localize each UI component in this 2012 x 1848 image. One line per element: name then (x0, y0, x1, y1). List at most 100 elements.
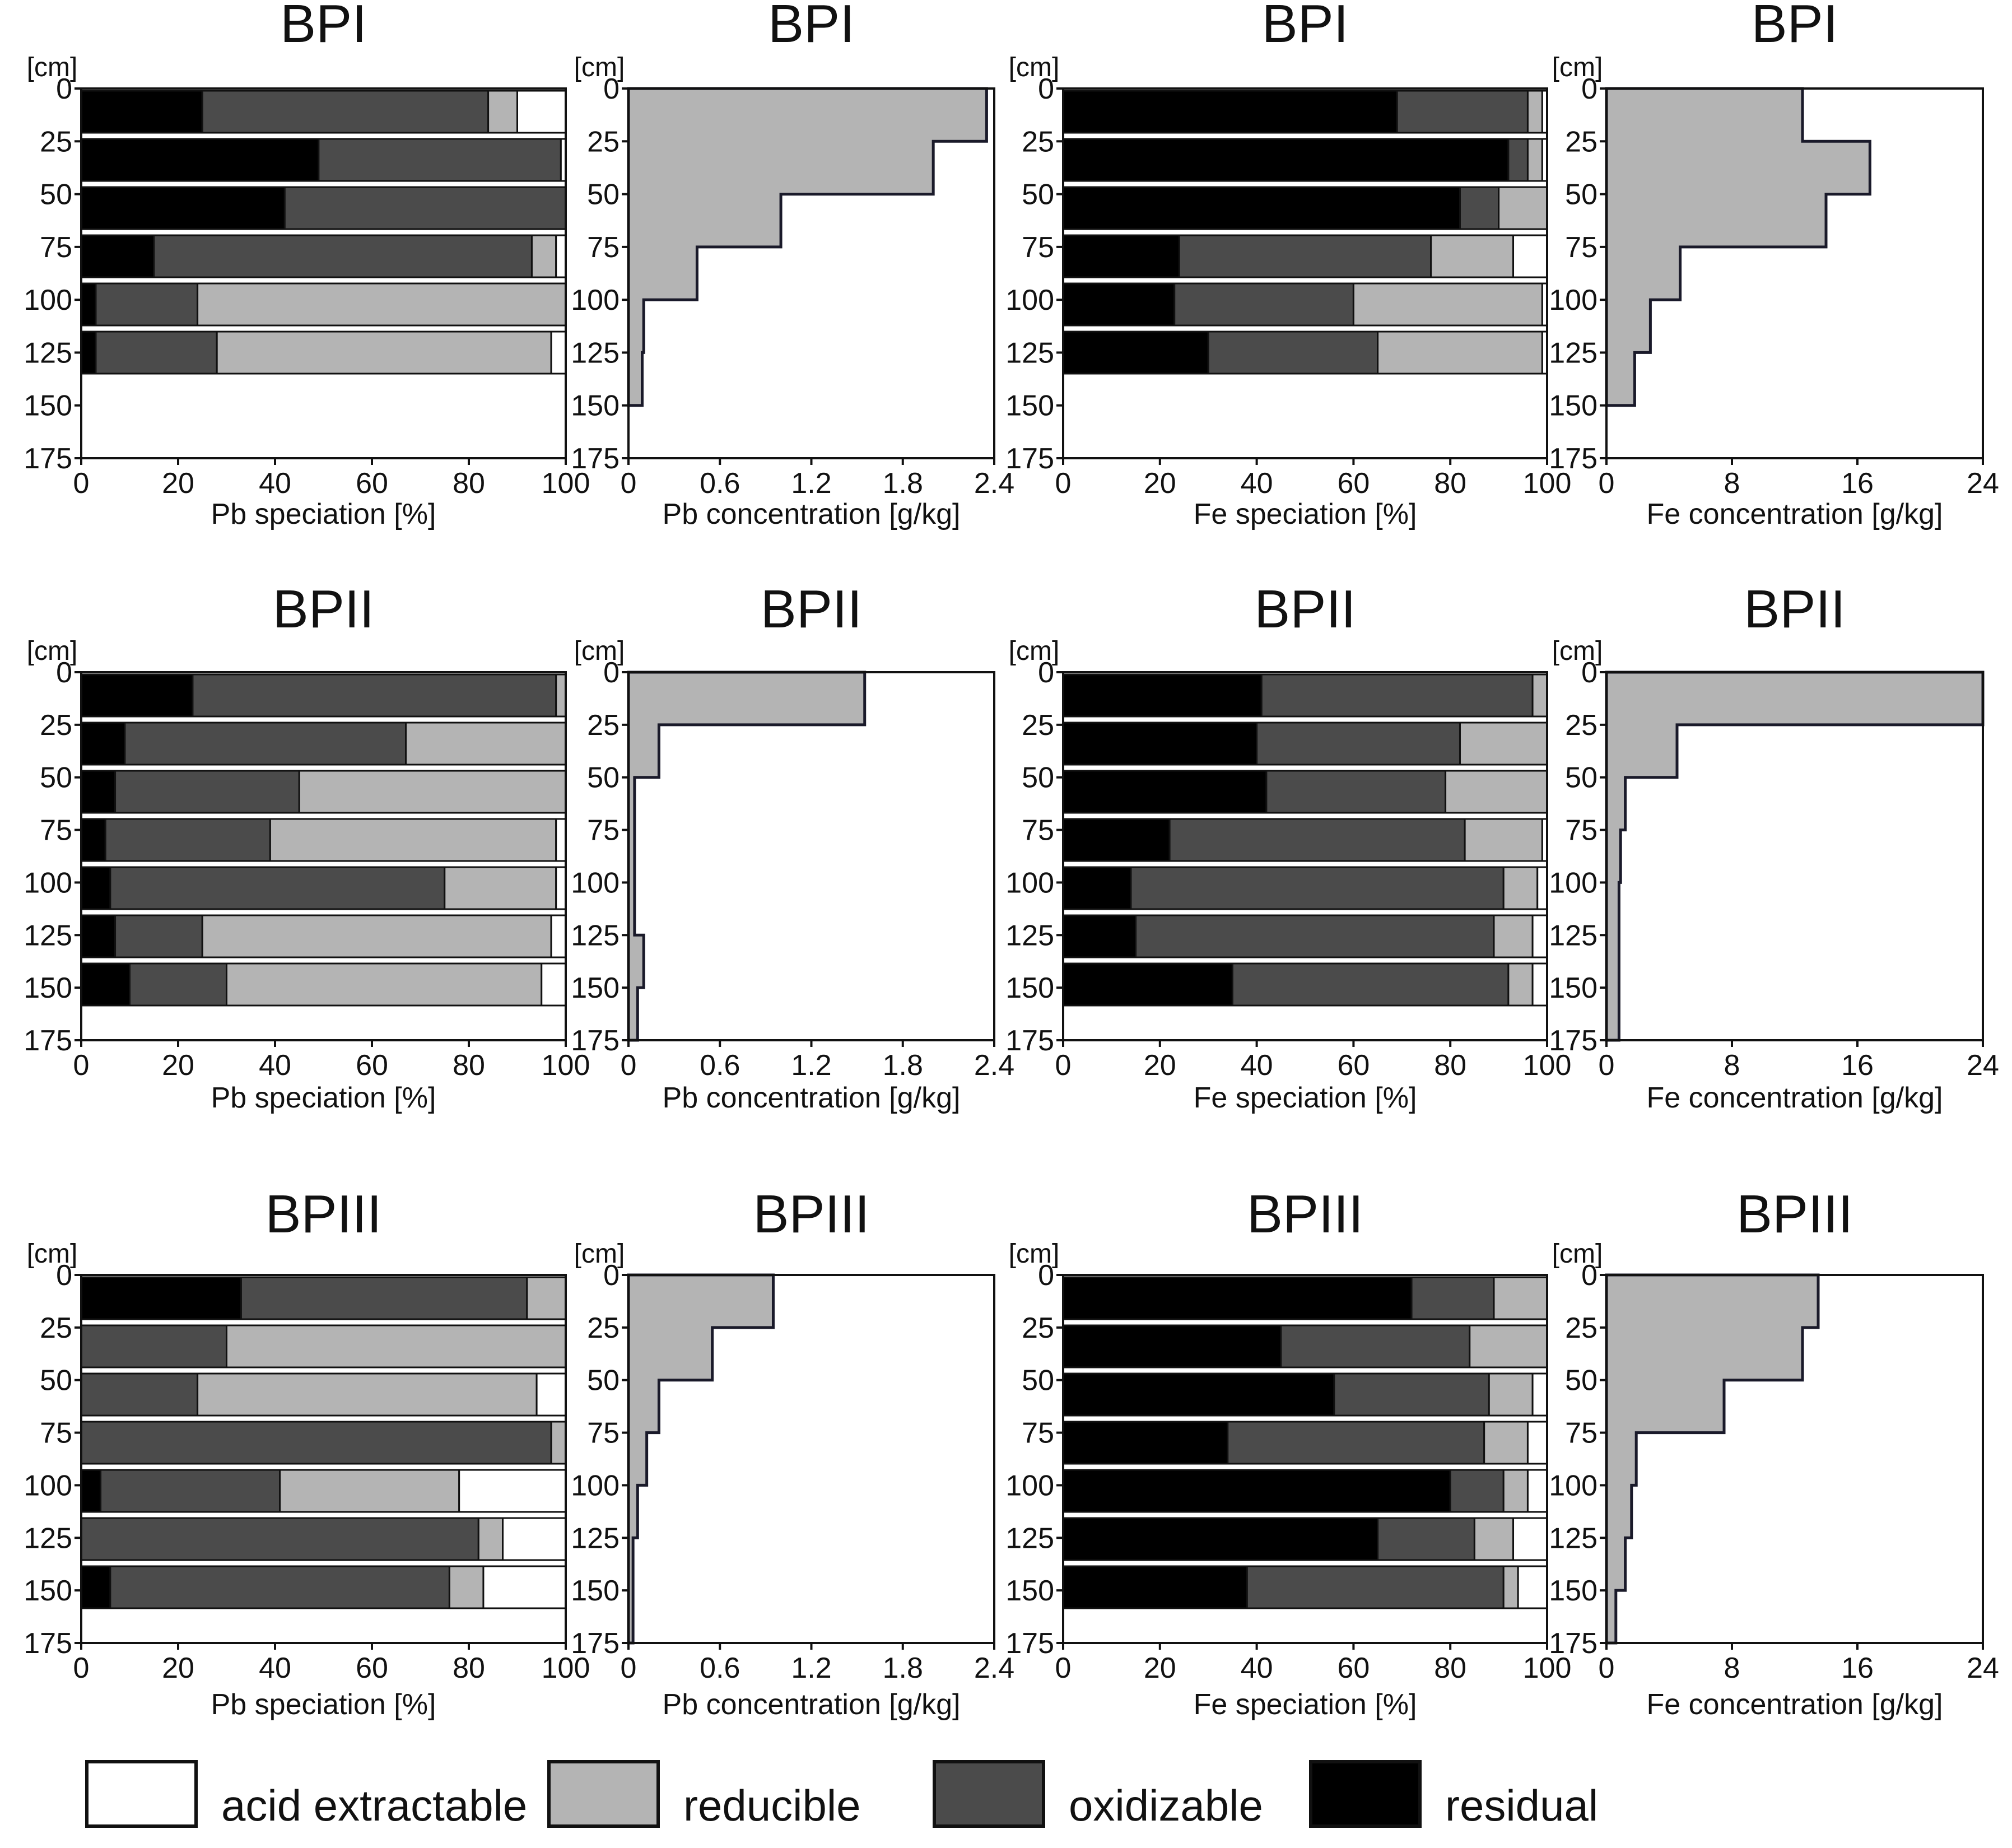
x-tick-label: 0 (1599, 1049, 1615, 1082)
bar-segment (269, 818, 557, 862)
x-tick-label: 100 (1523, 1652, 1572, 1684)
bar-segment (80, 234, 155, 278)
y-tick-label: 175 (24, 1627, 72, 1660)
y-tick-label: 0 (1038, 657, 1054, 689)
y-tick-label: 150 (24, 1575, 72, 1607)
y-tick-label: 150 (1005, 390, 1054, 422)
y-tick-label: 0 (603, 657, 620, 689)
x-tick-label: 2.4 (974, 1652, 1014, 1684)
y-tick-label: 100 (1549, 867, 1598, 899)
bar-segment (197, 1372, 538, 1417)
bar-segment (1507, 138, 1529, 182)
y-unit-label: [cm] (1009, 1239, 1060, 1269)
bar-segment (482, 1565, 567, 1609)
y-tick-label: 125 (24, 337, 72, 369)
y-tick-label: 0 (1581, 657, 1598, 689)
x-axis-label: Fe speciation [%] (1194, 1082, 1417, 1114)
y-tick-label: 50 (1022, 1365, 1054, 1397)
bar-segment (1352, 282, 1543, 327)
bar-segment (80, 770, 117, 814)
x-tick-label: 24 (1967, 1652, 1999, 1684)
y-unit-label: [cm] (1552, 53, 1603, 82)
bar-segment (201, 90, 490, 134)
bar-segment (80, 186, 286, 230)
y-tick-label: 25 (1022, 1312, 1054, 1344)
x-tick-label: 0 (1599, 467, 1615, 500)
y-tick-label: 25 (40, 1312, 72, 1344)
y-tick-label: 175 (571, 1627, 620, 1660)
x-tick-label: 20 (162, 1049, 194, 1082)
legend-item-red: reducible (547, 1760, 861, 1830)
y-tick-label: 75 (1565, 231, 1598, 264)
concentration-profile (1605, 1273, 1820, 1645)
bar-segment (1227, 1421, 1485, 1465)
bar-segment (1502, 866, 1539, 910)
bar-segment (226, 962, 543, 1007)
x-tick-label: 16 (1841, 1049, 1874, 1082)
y-unit-label: [cm] (574, 636, 625, 666)
x-axis-label: Fe speciation [%] (1194, 1688, 1417, 1721)
y-tick-label: 25 (40, 125, 72, 158)
y-unit-label: [cm] (574, 1239, 625, 1269)
bar-segment (526, 1276, 567, 1320)
bar-segment (1493, 1276, 1548, 1320)
axes-frame (1605, 1274, 1984, 1644)
axes-frame (627, 671, 995, 1041)
bar-segment (1173, 282, 1354, 327)
bar-segment (80, 1517, 479, 1561)
bar-segment (516, 90, 567, 134)
x-tick-label: 0.6 (700, 467, 740, 500)
x-tick-label: 60 (356, 1652, 388, 1684)
y-tick-label: 75 (1022, 231, 1054, 264)
bar-segment (1280, 1324, 1471, 1368)
bar-segment (80, 1565, 111, 1609)
y-tick-label: 125 (24, 919, 72, 952)
y-tick-label: 50 (1565, 1365, 1598, 1397)
y-tick-label: 175 (24, 443, 72, 475)
chart-title: BPII (1744, 579, 1845, 639)
y-tick-label: 150 (24, 390, 72, 422)
bar-segment (1459, 721, 1548, 766)
bar-segment (153, 234, 533, 278)
y-tick-label: 100 (24, 1469, 72, 1502)
x-tick-label: 100 (542, 467, 590, 500)
bar-segment (477, 1517, 504, 1561)
x-tick-label: 24 (1967, 1049, 1999, 1082)
bar-segment (1502, 1469, 1529, 1513)
bar-segment (530, 234, 557, 278)
legend-label: residual (1445, 1781, 1598, 1830)
bar-segment (1396, 90, 1529, 134)
bar-segment (95, 282, 199, 327)
y-tick-label: 0 (56, 1259, 72, 1292)
y-tick-label: 175 (571, 443, 620, 475)
bar-segment (1062, 331, 1209, 375)
y-tick-label: 0 (1581, 73, 1598, 105)
y-unit-label: [cm] (574, 53, 625, 82)
bar-segment (80, 866, 111, 910)
bar-segment (1168, 818, 1466, 862)
y-tick-label: 50 (587, 1365, 620, 1397)
y-tick-label: 175 (1005, 1025, 1054, 1057)
bar-segment (1473, 1517, 1515, 1561)
y-tick-label: 0 (1581, 1259, 1598, 1292)
y-tick-label: 25 (587, 1312, 620, 1344)
y-tick-label: 50 (1565, 762, 1598, 794)
bar-segment (197, 282, 567, 327)
bar-segment (114, 770, 300, 814)
y-tick-label: 150 (1549, 390, 1598, 422)
bar-segment (1062, 1372, 1335, 1417)
y-tick-label: 150 (571, 1575, 620, 1607)
legend-label: reducible (683, 1781, 861, 1830)
chart-title: BPIII (1736, 1184, 1853, 1244)
x-tick-label: 16 (1841, 467, 1874, 500)
x-tick-label: 40 (259, 1049, 291, 1082)
y-tick-label: 0 (56, 73, 72, 105)
x-tick-label: 20 (162, 467, 194, 500)
x-axis-label: Fe speciation [%] (1194, 498, 1417, 530)
y-unit-label: [cm] (1552, 1239, 1603, 1269)
bar-segment (1062, 1324, 1282, 1368)
bar-segment (1062, 1469, 1451, 1513)
